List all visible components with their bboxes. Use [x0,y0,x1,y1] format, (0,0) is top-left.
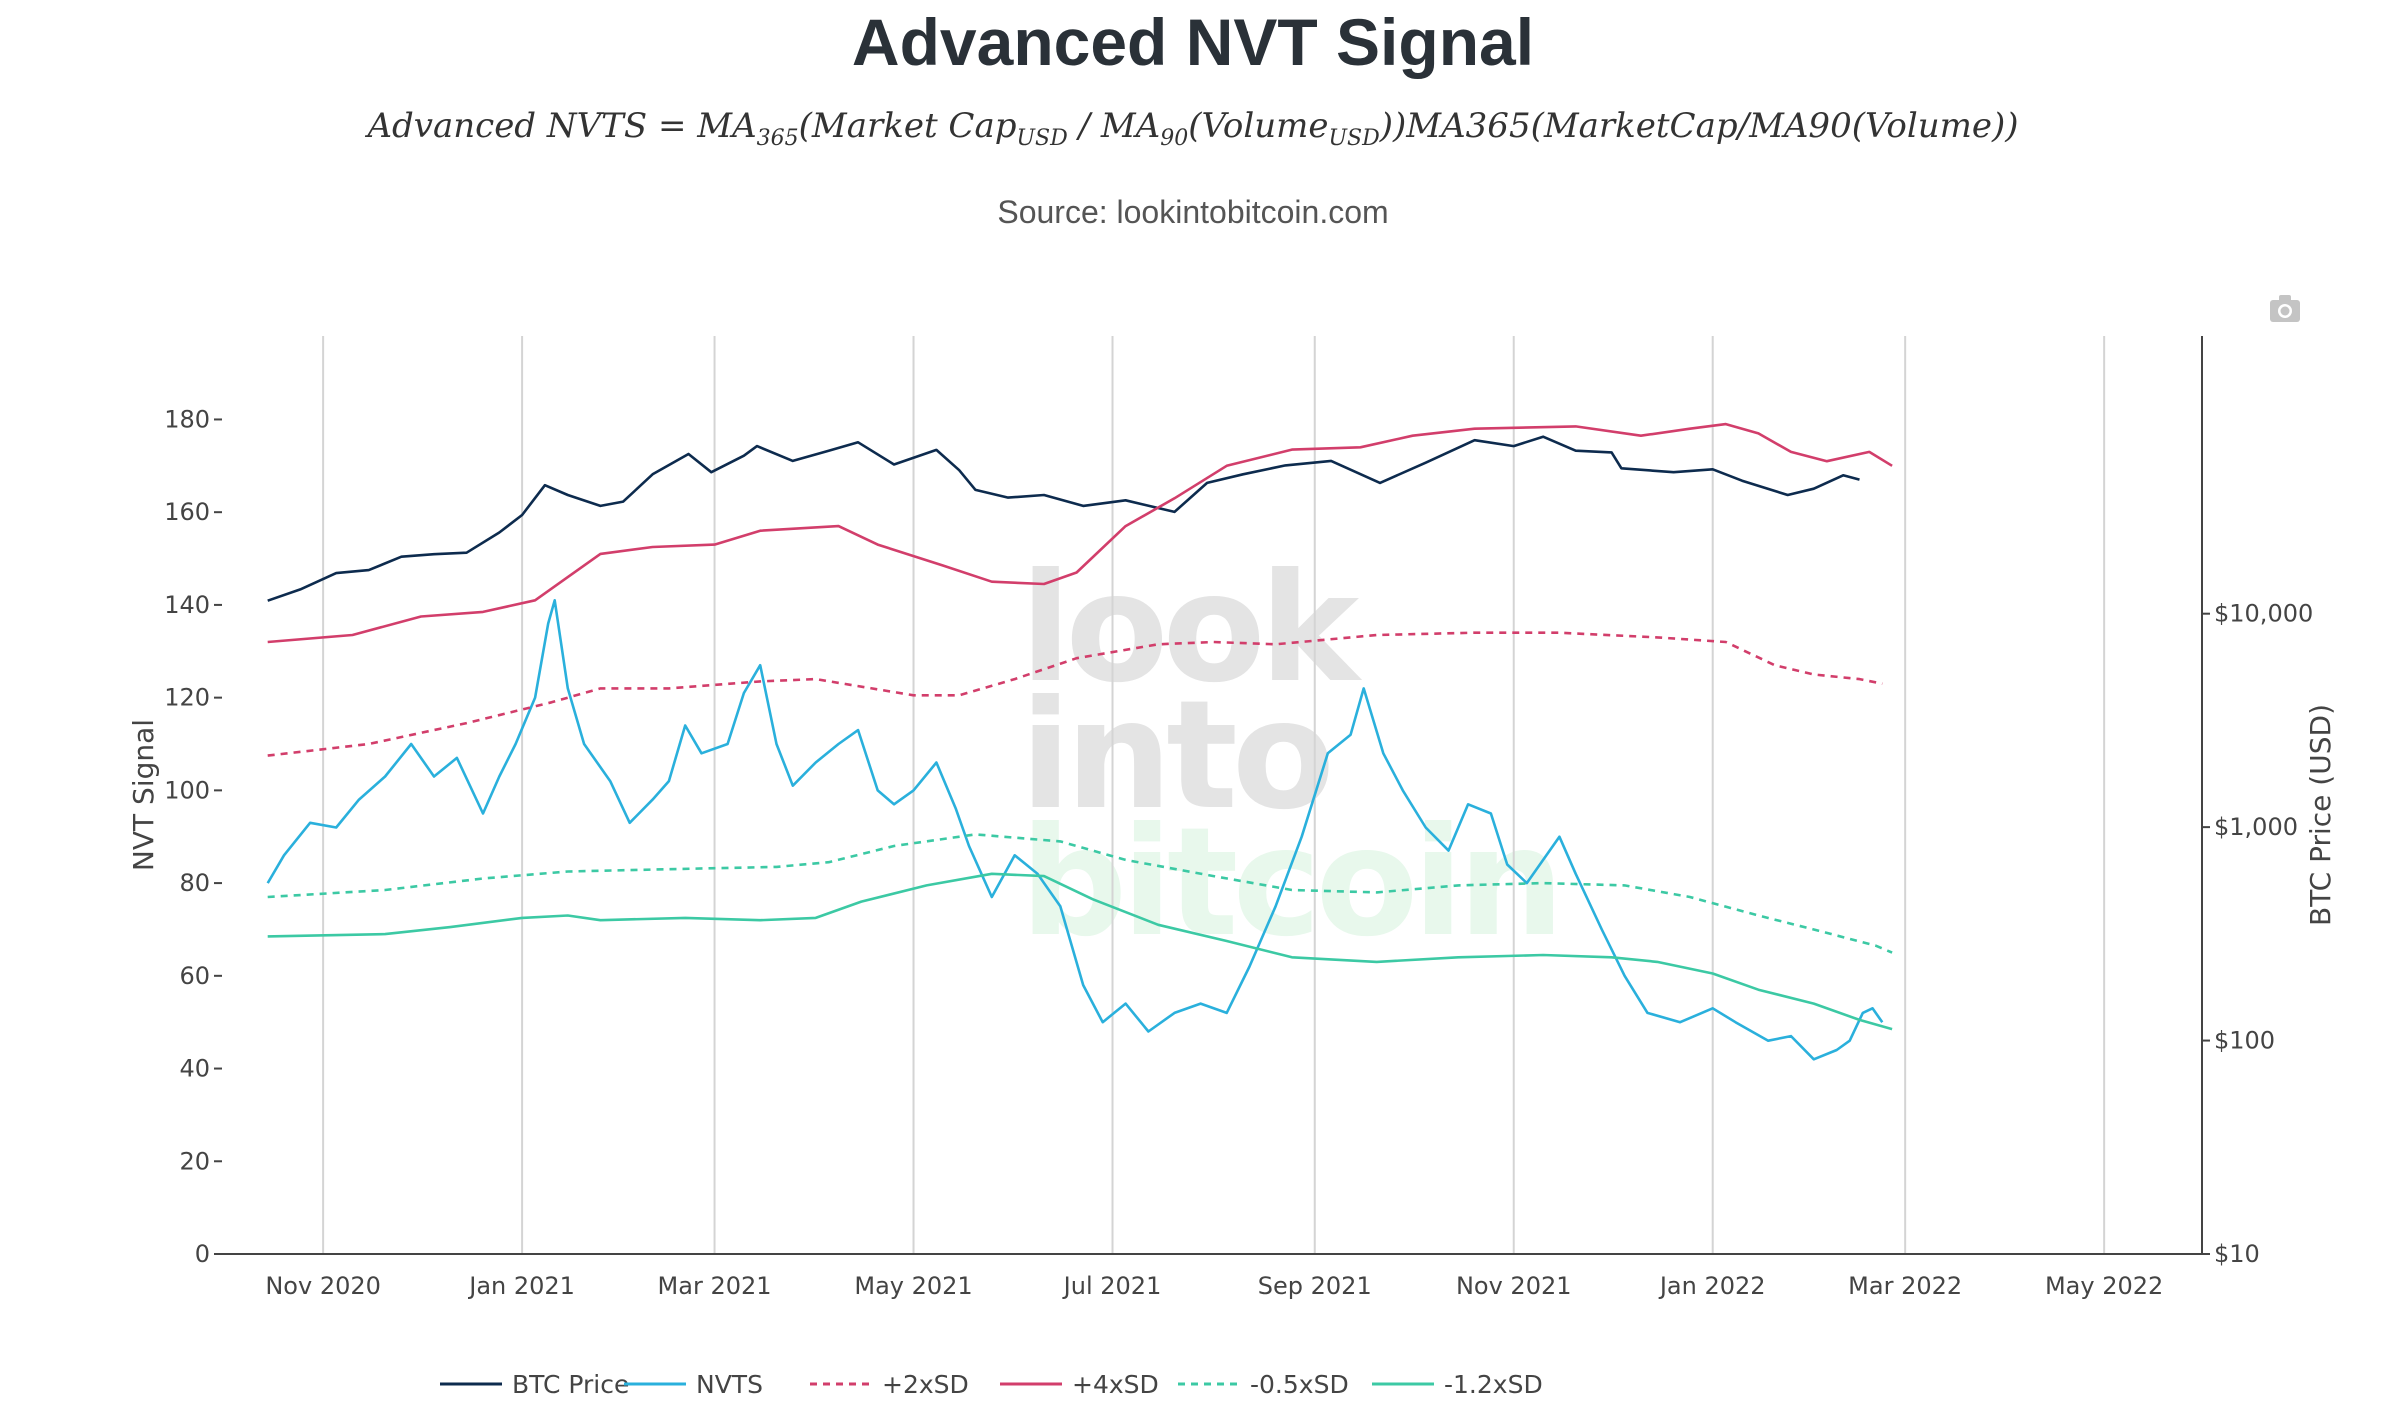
legend-label: +4xSD [1072,1370,1159,1399]
series-line-4xsd [267,422,1893,644]
legend-label: -0.5xSD [1250,1370,1349,1399]
y-tick-label: 160 [164,498,210,526]
watermark-text: bitcoin [1020,796,1559,970]
legend-label: -1.2xSD [1444,1370,1543,1399]
y-right-tick-label: $1,000 [2214,813,2298,841]
x-tick-label: Mar 2021 [658,1272,772,1300]
x-tick-label: Mar 2022 [1848,1272,1962,1300]
series-line-nvts [266,599,1884,1061]
y-tick-label: 180 [164,405,210,433]
formula-subtitle: Advanced NVTS = MA365(Market CapUSD / MA… [367,106,2019,151]
y-right-tick-label: $100 [2214,1027,2275,1055]
y-tick-label: 60 [179,962,210,990]
chart-title: Advanced NVT Signal [851,5,1535,79]
y-tick-label: 40 [179,1055,210,1083]
series-line-btcprice [267,435,1860,602]
series-line-05xsd [267,833,1893,954]
y-axis-title: NVT Signal [127,719,160,871]
legend-label: BTC Price [512,1370,629,1399]
series-line-2xsd [267,631,1883,757]
legend-label: NVTS [696,1370,763,1399]
legend[interactable]: BTC Price NVTS +2xSD +4xSD -0.5xSD -1.2xSD [440,1370,1543,1399]
x-tick-label: Nov 2021 [1456,1272,1572,1300]
y-tick-label: 80 [179,869,210,897]
x-tick-label: May 2022 [2045,1272,2163,1300]
y-tick-label: 140 [164,591,210,619]
y-tick-label: 20 [179,1147,210,1175]
x-tick-label: Jul 2021 [1062,1272,1162,1300]
axes: Nov 2020 Jan 2021 Mar 2021 May 2021 Jul 2021… [127,336,2337,1300]
y-tick-label: 100 [164,776,210,804]
y-tick-label: 120 [164,684,210,712]
watermark-text: into [1020,669,1329,843]
x-tick-label: Sep 2021 [1258,1272,1372,1300]
camera-icon[interactable] [2270,295,2300,322]
series-lines [266,422,1893,1061]
x-tick-label: Jan 2021 [467,1272,575,1300]
x-tick-label: May 2021 [854,1272,972,1300]
y-right-tick-label: $10 [2214,1240,2260,1268]
y-right-axis-title: BTC Price (USD) [2304,704,2337,926]
source-label: Source: lookintobitcoin.com [997,194,1389,230]
y-tick-label: 0 [195,1240,210,1268]
series-line-12xsd [267,872,1893,1031]
y-right-tick-label: $10,000 [2214,600,2313,628]
legend-label: +2xSD [882,1370,969,1399]
x-tick-label: Jan 2022 [1658,1272,1766,1300]
watermark: lookintobitcoin [1020,542,1565,970]
x-tick-label: Nov 2020 [265,1272,381,1300]
